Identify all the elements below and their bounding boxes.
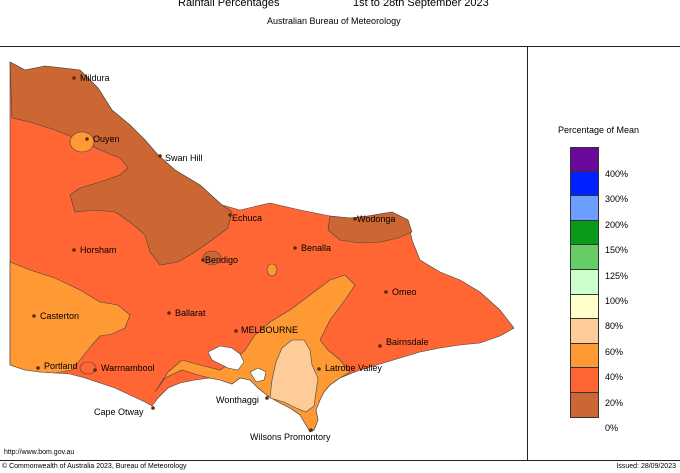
legend-bar — [570, 147, 599, 418]
town-portland: Portland — [36, 361, 78, 371]
map-subtitle: Australian Bureau of Meteorology — [267, 16, 401, 26]
town-omeo: Omeo — [384, 287, 417, 297]
legend-tick-label: 80% — [605, 321, 624, 332]
svg-text:Bairnsdale: Bairnsdale — [386, 337, 429, 347]
svg-text:Ballarat: Ballarat — [175, 308, 206, 318]
svg-text:Casterton: Casterton — [40, 311, 79, 321]
legend-tick-label: 100% — [605, 296, 629, 306]
town-casterton: Casterton — [32, 311, 79, 321]
issued-date: Issued: 28/09/2023 — [616, 463, 676, 470]
copyright-notice: © Commonwealth of Australia 2023, Bureau… — [2, 463, 187, 470]
legend-tick-label: 400% — [605, 169, 629, 179]
svg-text:MELBOURNE: MELBOURNE — [241, 325, 298, 335]
svg-text:Cape Otway: Cape Otway — [94, 407, 144, 417]
town-horsham: Horsham — [72, 245, 117, 255]
map-frame — [0, 46, 680, 461]
region-60-80 — [269, 339, 319, 413]
legend-tick-label: 300% — [605, 194, 629, 205]
town-ouyen: Ouyen — [85, 134, 120, 144]
region-0-20-wodonga — [327, 211, 413, 244]
town-swan-hill: Swan Hill — [158, 153, 203, 163]
svg-text:Wonthaggi: Wonthaggi — [216, 395, 259, 405]
svg-text:Horsham: Horsham — [80, 245, 117, 255]
map-period: 1st to 28th September 2023 — [353, 0, 489, 9]
town-wodonga: Wodonga — [353, 214, 395, 224]
port-phillip-bay — [207, 345, 245, 371]
legend-swatch — [570, 196, 599, 221]
legend-tick-label: 20% — [605, 397, 624, 408]
legend-tick-label: 0% — [605, 423, 619, 433]
svg-text:Omeo: Omeo — [392, 287, 417, 297]
region-40-60-southwest — [9, 261, 131, 374]
western-port — [249, 367, 267, 383]
svg-text:Benalla: Benalla — [301, 243, 331, 253]
legend-swatch — [570, 245, 599, 270]
town-wilsons-promontory: Wilsons Promontory — [250, 428, 331, 442]
town-melbourne: MELBOURNE — [234, 325, 298, 335]
rainfall-map: Mildura Ouyen Swan Hill Echuca Wodonga H… — [9, 61, 515, 442]
legend-tick-label: 125% — [605, 270, 629, 281]
svg-text:Swan Hill: Swan Hill — [165, 153, 203, 163]
svg-text:Warrnambool: Warrnambool — [101, 363, 155, 373]
legend-swatch — [570, 343, 599, 369]
svg-text:Ouyen: Ouyen — [93, 134, 120, 144]
legend-tick-label: 200% — [605, 219, 629, 230]
town-latrobe-valley: Latrobe Valley — [317, 363, 382, 373]
town-cape-otway: Cape Otway — [94, 406, 155, 417]
legend-swatch — [570, 368, 599, 393]
region-east-lakes — [266, 263, 278, 277]
legend-swatch — [570, 147, 599, 172]
source-url: http://www.bom.gov.au — [4, 449, 75, 456]
legend-tick-label: 60% — [605, 346, 624, 357]
legend-swatch — [570, 171, 599, 197]
town-echuca: Echuca — [228, 213, 262, 223]
svg-text:Wodonga: Wodonga — [357, 214, 395, 224]
town-bairnsdale: Bairnsdale — [378, 337, 429, 348]
region-ouyen-pocket — [69, 131, 95, 153]
svg-text:Mildura: Mildura — [80, 73, 110, 83]
svg-text:Portland: Portland — [44, 361, 78, 371]
town-ballarat: Ballarat — [167, 308, 206, 318]
legend-divider — [527, 46, 528, 461]
region-portland-pocket — [79, 361, 97, 375]
svg-text:Bendigo: Bendigo — [205, 255, 238, 265]
svg-text:Wilsons Promontory: Wilsons Promontory — [250, 432, 331, 442]
legend-swatch — [570, 319, 599, 344]
legend-swatch — [570, 220, 599, 246]
town-benalla: Benalla — [293, 243, 331, 253]
svg-text:Echuca: Echuca — [232, 213, 262, 223]
town-wonthaggi: Wonthaggi — [216, 395, 269, 405]
region-0-20-northwest — [9, 61, 233, 266]
legend-tick-label: 150% — [605, 245, 629, 256]
region-0-20-bendigo — [202, 250, 222, 266]
town-mildura: Mildura — [72, 73, 110, 83]
map-title: Rainfall Percentages — [178, 0, 280, 9]
legend-swatch — [570, 294, 599, 320]
town-warrnambool: Warrnambool — [93, 363, 155, 373]
legend-tick-label: 40% — [605, 372, 624, 383]
legend-swatch — [570, 269, 599, 295]
svg-text:Latrobe Valley: Latrobe Valley — [325, 363, 382, 373]
town-bendigo: Bendigo — [201, 255, 238, 265]
legend-swatch — [570, 392, 599, 418]
legend-title: Percentage of Mean — [558, 125, 640, 135]
